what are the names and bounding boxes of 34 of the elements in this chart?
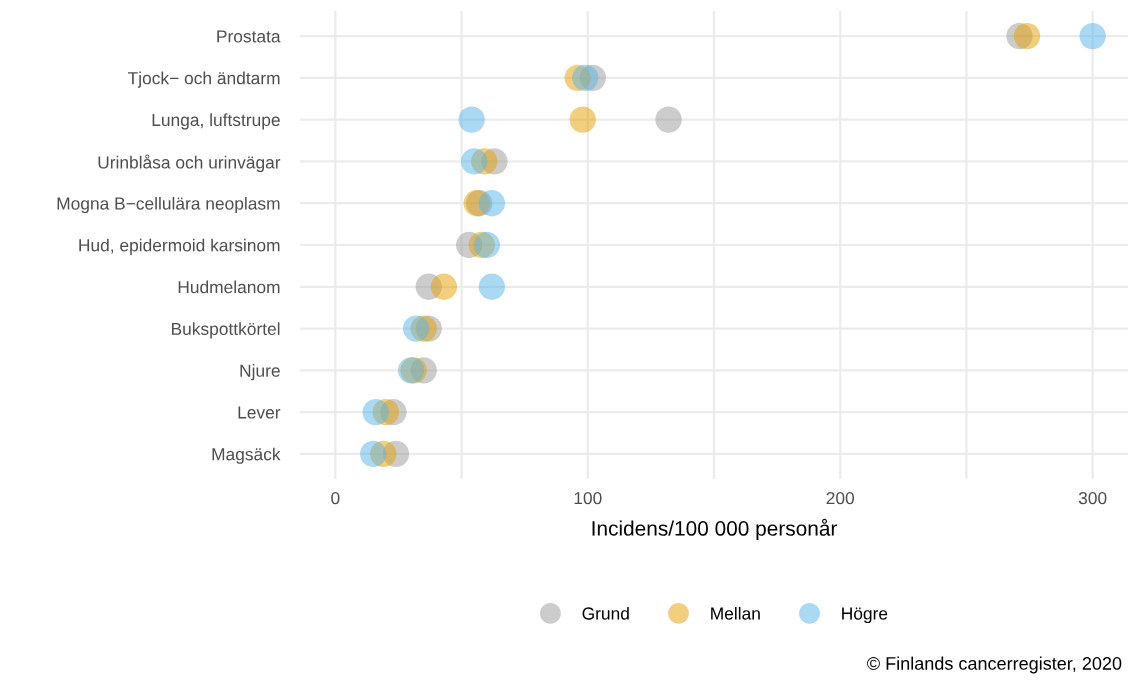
- legend-label: Högre: [842, 607, 888, 624]
- y-tick-label: Magsäck: [212, 447, 281, 464]
- x-tick-label: 100: [574, 491, 602, 505]
- point: [473, 231, 500, 259]
- point: [1013, 22, 1041, 50]
- point: [461, 148, 488, 175]
- x-axis-title: Incidens/100 000 personår: [592, 518, 838, 540]
- point: [655, 106, 682, 133]
- y-tick-label: Prostata: [217, 30, 281, 43]
- x-tick-label: 300: [1078, 491, 1107, 505]
- point: [478, 273, 506, 300]
- point: [478, 190, 506, 217]
- y-tick-label: Bukspottkörtel: [171, 322, 280, 339]
- y-tick-label: Lever: [238, 406, 281, 419]
- y-tick-label: Hud, epidermoid karsinom: [79, 238, 280, 255]
- y-tick-label: Hudmelanom: [178, 280, 280, 294]
- point: [362, 398, 389, 426]
- point: [1079, 22, 1106, 50]
- y-tick-label: Mogna B−cellulära neoplasm: [57, 196, 280, 214]
- text: © Finlands cancerregister, 2020: [867, 656, 1122, 674]
- legend-label: Mellan: [711, 606, 760, 620]
- point: [360, 440, 387, 468]
- point: [458, 106, 485, 133]
- y-tick-label: Urinblåsa och urinvägar: [98, 154, 281, 173]
- point: [572, 64, 599, 92]
- point: [430, 273, 458, 300]
- legend-label: Grund: [582, 606, 629, 620]
- y-tick-label: Njure: [240, 364, 280, 381]
- point: [569, 106, 596, 133]
- x-tick-label: 200: [826, 491, 855, 505]
- x-tick-label: 0: [331, 491, 340, 505]
- y-tick-label: Lunga, luftstrupe: [152, 113, 280, 130]
- point: [402, 315, 430, 342]
- y-tick-label: Tjock− och ändtarm: [128, 71, 280, 88]
